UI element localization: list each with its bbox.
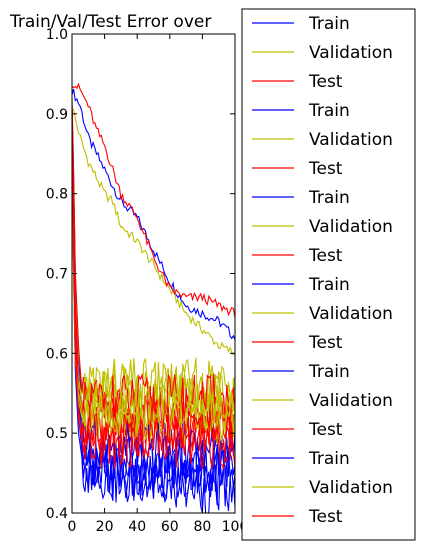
legend-label-validation: Validation [309, 217, 393, 237]
legend-label-validation: Validation [309, 478, 393, 498]
y-tick-label: 0.7 [46, 267, 68, 283]
series-line-test-12 [72, 113, 235, 431]
legend-label-validation: Validation [309, 304, 393, 324]
legend-label-validation: Validation [309, 43, 393, 63]
series-line-validation-17 [72, 153, 235, 445]
x-tick-label: 0 [68, 519, 77, 535]
legend-label-train: Train [308, 275, 350, 295]
y-tick-label: 0.5 [46, 426, 68, 442]
x-tick-label: 80 [193, 519, 211, 535]
x-tick-label: 40 [128, 519, 146, 535]
legend-label-train: Train [308, 449, 350, 469]
legend-label-test: Test [308, 159, 343, 179]
series-line-test-3 [72, 82, 235, 319]
x-tick-label: 20 [96, 519, 114, 535]
legend-label-train: Train [308, 362, 350, 382]
legend-label-train: Train [308, 14, 350, 34]
series-line-train-1 [72, 88, 235, 340]
legend-label-test: Test [308, 246, 343, 266]
series-line-train-16 [72, 137, 235, 500]
legend-label-test: Test [308, 72, 343, 92]
legend-box [241, 8, 416, 541]
legend-label-test: Test [308, 507, 343, 527]
y-tick-label: 0.4 [46, 506, 68, 522]
y-tick-label: 0.9 [46, 107, 68, 123]
legend-label-test: Test [308, 420, 343, 440]
series-line-validation-11 [72, 137, 235, 413]
legend-label-train: Train [308, 188, 350, 208]
legend-label-validation: Validation [309, 130, 393, 150]
series-line-validation-2 [72, 108, 235, 356]
series-line-test-18 [72, 129, 235, 470]
legend-label-test: Test [308, 333, 343, 353]
legend-label-validation: Validation [309, 391, 393, 411]
series-line-test-15 [72, 121, 235, 462]
y-tick-label: 1.0 [46, 27, 68, 43]
series-layer [72, 82, 235, 513]
legend-label-train: Train [308, 101, 350, 121]
chart-title: Train/Val/Test Error over [9, 12, 211, 32]
y-tick-label: 0.6 [46, 346, 68, 362]
y-tick-label: 0.8 [46, 187, 68, 203]
legend: Train Validation Test Train Validation Test Tr… [241, 8, 416, 541]
x-tick-label: 60 [161, 519, 179, 535]
